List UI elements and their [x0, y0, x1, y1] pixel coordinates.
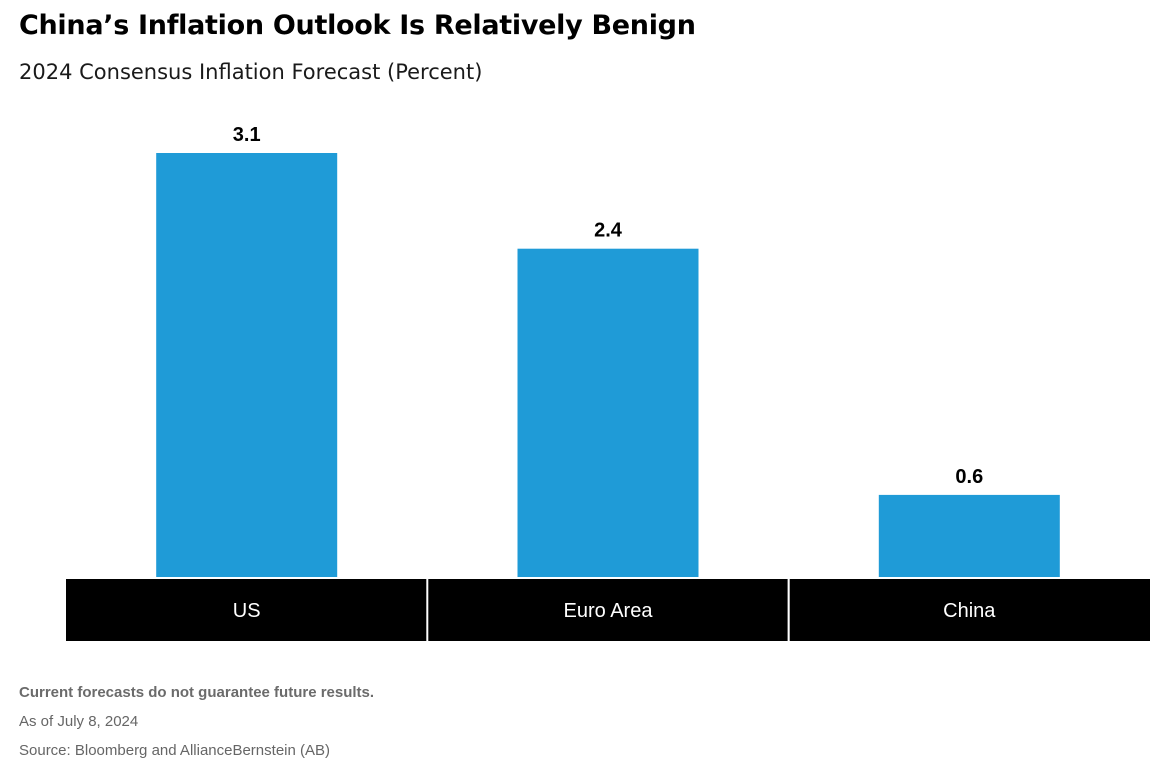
footnotes: Current forecasts do not guarantee futur…: [19, 678, 374, 765]
bar-us: [156, 153, 338, 577]
category-label-china: China: [943, 600, 996, 622]
value-label-euro-area: 2.4: [594, 220, 623, 242]
bar-china: [878, 494, 1060, 577]
category-label-euro-area: Euro Area: [564, 600, 654, 622]
chart-subtitle: 2024 Consensus Inflation Forecast (Perce…: [19, 60, 483, 84]
source-note: Source: Bloomberg and AllianceBernstein …: [19, 742, 331, 759]
chart-title: China’s Inflation Outlook Is Relatively …: [19, 10, 696, 41]
category-band-euro-area: [428, 579, 788, 641]
category-band-china: [789, 579, 1150, 641]
category-band-us: [66, 579, 427, 641]
bar-euro-area: [517, 248, 699, 577]
category-label-us: US: [233, 600, 261, 622]
value-label-china: 0.6: [955, 466, 983, 488]
as-of-note: As of July 8, 2024: [19, 713, 139, 730]
value-label-us: 3.1: [233, 124, 261, 146]
disclaimer-note: Current forecasts do not guarantee futur…: [19, 684, 375, 701]
